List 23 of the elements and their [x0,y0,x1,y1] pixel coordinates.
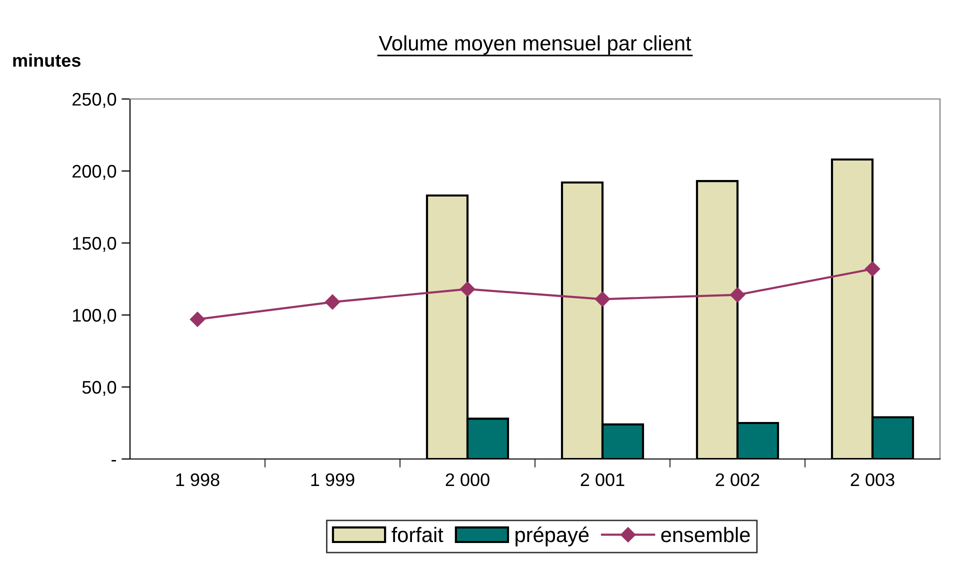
y-tick-label: 200,0 [72,164,116,180]
y-tick-label: 100,0 [73,308,116,324]
y-tick-label: 150,0 [73,236,116,252]
point [864,261,880,276]
point [594,292,610,307]
point [190,312,206,327]
legend-label: forfait [392,526,444,542]
x-tick-label: 1 998 [176,473,220,486]
point [730,287,746,302]
x-tick-label: 1 999 [311,473,354,486]
y-tick-label: 50,0 [82,380,116,396]
x-tick-label: 2 000 [446,473,490,486]
x-tick-label: 2 003 [850,473,894,486]
point [460,282,476,297]
legend-label: ensemble [661,526,750,542]
y-axis-title: minutes [13,54,80,67]
x-tick-label: 2 001 [580,473,624,486]
legend-label: prépayé [516,526,589,546]
y-tick-label: - [112,460,116,462]
y-tick-label: 250,0 [72,92,116,108]
point [324,294,340,310]
x-tick-label: 2 002 [716,473,760,486]
chart-title: Volume moyen mensuel par client [378,35,692,55]
